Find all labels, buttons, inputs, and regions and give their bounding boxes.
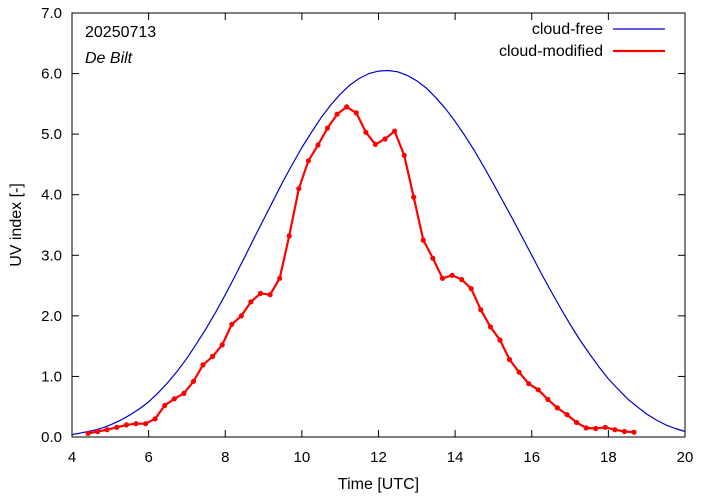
data-point bbox=[612, 427, 618, 433]
data-point bbox=[190, 378, 197, 384]
x-tick-label: 18 bbox=[600, 449, 617, 466]
data-point bbox=[478, 307, 484, 313]
data-point bbox=[248, 299, 254, 305]
data-point bbox=[564, 412, 570, 418]
data-point bbox=[296, 186, 302, 192]
data-point bbox=[430, 255, 436, 261]
y-tick-label: 3.0 bbox=[41, 247, 62, 264]
y-tick-label: 5.0 bbox=[41, 126, 62, 143]
data-point bbox=[497, 337, 503, 343]
data-point bbox=[229, 321, 235, 327]
data-point bbox=[411, 194, 417, 200]
legend: cloud-free cloud-modified bbox=[499, 21, 665, 60]
data-point bbox=[95, 428, 101, 435]
data-point bbox=[363, 129, 369, 135]
data-point bbox=[257, 290, 264, 296]
y-tick-label: 6.0 bbox=[41, 66, 62, 83]
data-point bbox=[238, 313, 244, 319]
data-point bbox=[535, 387, 541, 393]
axis-ticks bbox=[71, 12, 686, 438]
data-point bbox=[372, 141, 378, 147]
data-point bbox=[449, 272, 455, 278]
data-point bbox=[621, 428, 628, 435]
plot-frame bbox=[71, 12, 686, 438]
station-annotation: De Bilt bbox=[85, 50, 133, 67]
data-point bbox=[324, 125, 331, 131]
legend-label-cloud-free: cloud-free bbox=[532, 21, 603, 38]
legend-label-cloud-modified: cloud-modified bbox=[499, 43, 603, 60]
data-point bbox=[353, 110, 359, 116]
series-lines bbox=[71, 69, 686, 436]
y-tick-label: 0.0 bbox=[41, 429, 62, 446]
y-tick-labels: 0.0 1.0 2.0 3.0 4.0 5.0 6.0 7.0 bbox=[41, 5, 62, 446]
data-point bbox=[545, 396, 551, 402]
data-point bbox=[200, 362, 206, 368]
x-tick-label: 16 bbox=[523, 449, 540, 466]
data-point bbox=[420, 237, 426, 243]
date-annotation: 20250713 bbox=[85, 24, 156, 41]
data-point bbox=[286, 233, 292, 239]
x-tick-label: 12 bbox=[370, 449, 387, 466]
data-point bbox=[506, 356, 513, 363]
data-point bbox=[401, 152, 407, 158]
series-line-cloud-free bbox=[71, 69, 686, 436]
y-tick-label: 2.0 bbox=[41, 308, 62, 325]
data-point bbox=[219, 342, 225, 348]
data-point bbox=[85, 430, 91, 436]
data-point bbox=[143, 421, 149, 427]
data-point bbox=[468, 286, 474, 292]
x-tick-label: 14 bbox=[447, 449, 464, 466]
data-point bbox=[267, 292, 273, 298]
x-tick-label: 8 bbox=[221, 449, 229, 466]
data-point bbox=[181, 390, 187, 396]
y-tick-label: 7.0 bbox=[41, 5, 62, 22]
x-tick-label: 6 bbox=[144, 449, 152, 466]
data-point bbox=[152, 416, 158, 422]
data-point bbox=[459, 276, 465, 283]
data-point bbox=[583, 425, 589, 431]
data-point bbox=[210, 353, 216, 359]
data-point bbox=[574, 419, 580, 426]
x-tick-label: 10 bbox=[294, 449, 311, 466]
y-tick-label: 4.0 bbox=[41, 187, 62, 204]
data-point bbox=[516, 369, 522, 375]
data-point bbox=[344, 104, 350, 110]
data-point bbox=[392, 128, 398, 134]
data-point bbox=[114, 424, 120, 430]
x-tick-label: 4 bbox=[68, 449, 76, 466]
series-line-cloud-modified bbox=[87, 105, 635, 435]
plot-area-border bbox=[71, 12, 686, 438]
data-point bbox=[277, 275, 283, 281]
data-point bbox=[554, 405, 561, 411]
data-point bbox=[162, 402, 168, 409]
data-point bbox=[305, 158, 311, 164]
data-point bbox=[334, 111, 340, 117]
data-point bbox=[526, 381, 532, 387]
data-point bbox=[133, 421, 139, 427]
y-tick-label: 1.0 bbox=[41, 368, 62, 385]
data-point bbox=[439, 275, 446, 281]
data-point bbox=[602, 424, 608, 430]
data-point bbox=[104, 427, 110, 433]
y-axis-title: UV index [-] bbox=[8, 183, 25, 267]
data-point bbox=[315, 142, 321, 148]
data-point bbox=[593, 425, 599, 432]
data-point bbox=[123, 422, 129, 428]
x-axis-title: Time [UTC] bbox=[338, 476, 419, 493]
data-point bbox=[487, 324, 493, 330]
data-point bbox=[171, 396, 177, 402]
x-tick-labels: 4 6 8 10 12 14 16 18 20 bbox=[68, 449, 694, 466]
data-point bbox=[631, 429, 637, 435]
data-point bbox=[382, 136, 388, 142]
x-tick-label: 20 bbox=[677, 449, 694, 466]
